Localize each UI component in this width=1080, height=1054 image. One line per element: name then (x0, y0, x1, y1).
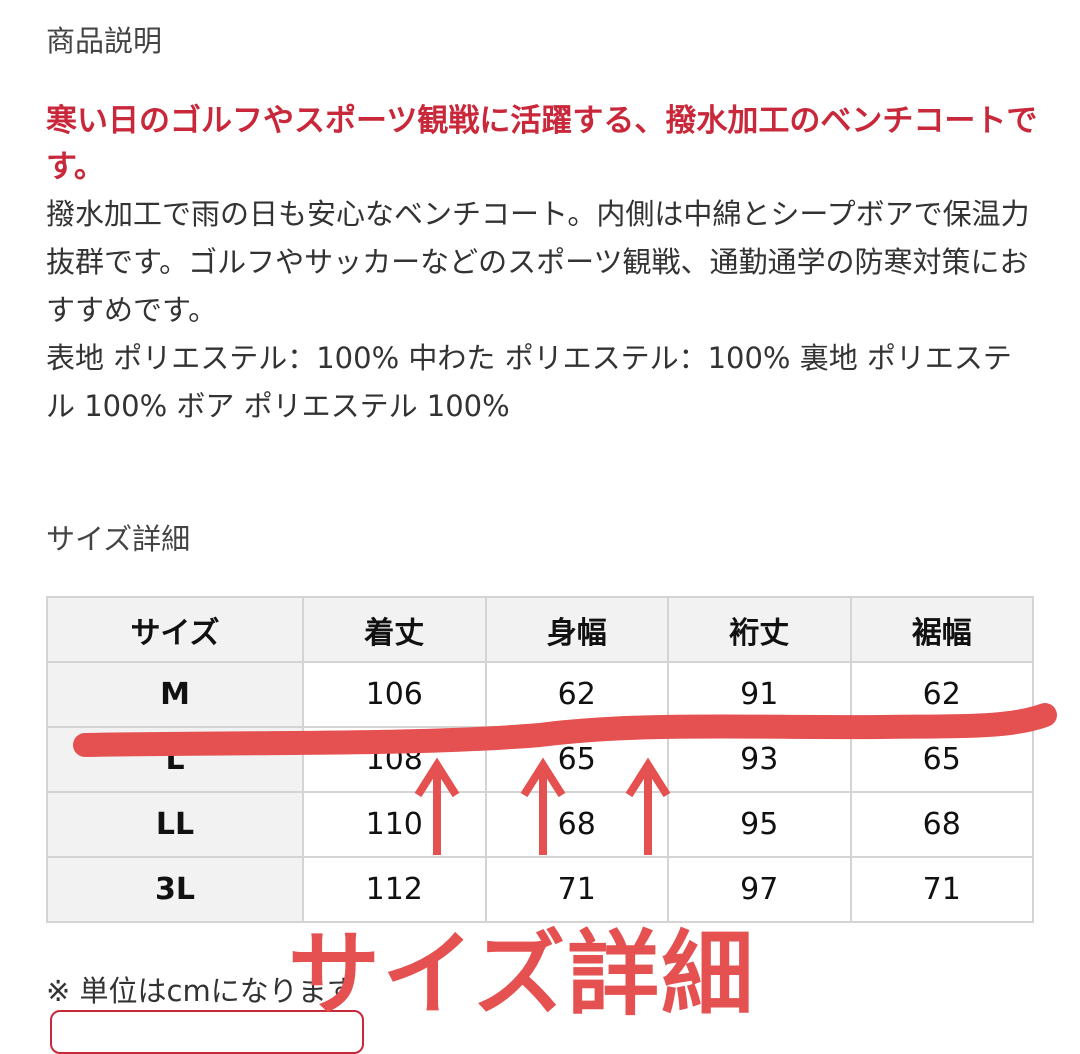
size-cell: M (46, 661, 304, 728)
header-cell: 着丈 (302, 596, 487, 663)
annotation-text: サイズ詳細 (288, 921, 756, 1028)
table-cell: 108 (302, 726, 487, 793)
header-cell: サイズ (46, 596, 304, 663)
table-cell: 62 (849, 661, 1034, 728)
size-cell: L (46, 726, 304, 793)
table-cell: 97 (667, 856, 852, 923)
header-cell: 裄丈 (667, 596, 852, 663)
table-cell: 68 (484, 791, 669, 858)
table-cell: 106 (302, 661, 487, 728)
table-cell: 68 (849, 791, 1034, 858)
table-cell: 110 (302, 791, 487, 858)
table-row: LL 110 68 95 68 (46, 791, 1034, 858)
table-cell: 62 (484, 661, 669, 728)
table-row: M 106 62 91 62 (46, 661, 1034, 728)
table-cell: 65 (849, 726, 1034, 793)
description-body: 撥水加工で雨の日も安心なベンチコート。内側は中綿とシープボアで保温力抜群です。ゴ… (46, 190, 1036, 430)
unit-note: ※ 単位はcmになります (46, 974, 356, 1008)
size-cell: 3L (46, 856, 304, 923)
table-header-row: サイズ 着丈 身幅 裄丈 裾幅 (46, 596, 1034, 663)
header-cell: 身幅 (484, 596, 669, 663)
table-row: 3L 112 71 97 71 (46, 856, 1034, 923)
table-cell: 112 (302, 856, 487, 923)
table-cell: 95 (667, 791, 852, 858)
materials-text: 表地 ポリエステル：100% 中わた ポリエステル：100% 裏地 ポリエステル… (46, 341, 1012, 423)
table-cell: 65 (484, 726, 669, 793)
table-row: L 108 65 93 65 (46, 726, 1034, 793)
headline: 寒い日のゴルフやスポーツ観戦に活躍する、撥水加工のベンチコートです。 (46, 103, 1038, 185)
size-cell: LL (46, 791, 304, 858)
size-title: サイズ詳細 (46, 522, 191, 556)
description-text: 撥水加工で雨の日も安心なベンチコート。内側は中綿とシープボアで保温力抜群です。ゴ… (46, 197, 1030, 327)
description-title: 商品説明 (46, 24, 163, 58)
table-cell: 91 (667, 661, 852, 728)
table-cell: 71 (849, 856, 1034, 923)
header-cell: 裾幅 (849, 596, 1034, 663)
table-cell: 93 (667, 726, 852, 793)
size-table: サイズ 着丈 身幅 裄丈 裾幅 M 106 62 91 62 L 108 65 … (46, 596, 1034, 923)
table-cell: 71 (484, 856, 669, 923)
